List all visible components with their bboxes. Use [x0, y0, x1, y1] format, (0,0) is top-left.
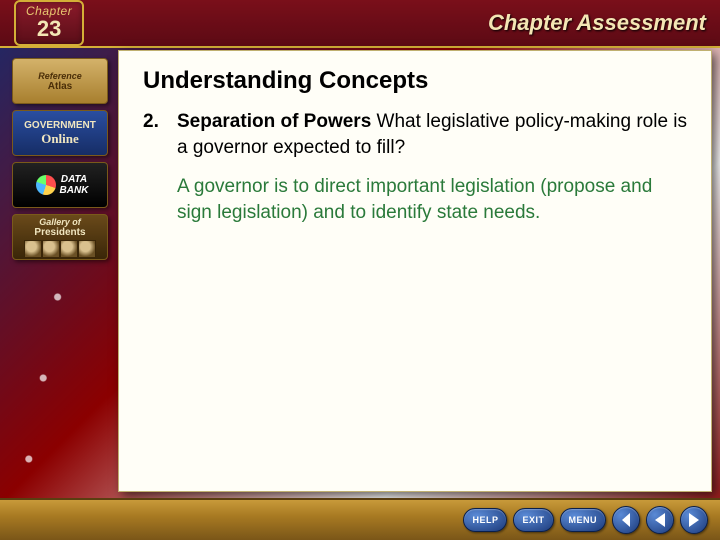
question-topic: Separation of Powers: [177, 111, 371, 132]
question-block: 2. Separation of Powers What legislative…: [143, 109, 687, 160]
bottom-nav-bar: HELP EXIT MENU: [0, 498, 720, 540]
sidebar-item-label: GOVERNMENT: [24, 120, 96, 131]
question-number: 2.: [143, 109, 165, 160]
left-arrow-icon: [655, 513, 665, 527]
banner-title: Chapter Assessment: [488, 10, 706, 36]
help-button[interactable]: HELP: [463, 508, 507, 532]
chapter-number: 23: [26, 18, 72, 40]
sidebar-item-label: Reference: [38, 71, 82, 81]
sidebar-item-label: Online: [41, 131, 79, 147]
chapter-badge: Chapter 23: [14, 0, 84, 46]
sidebar: Reference Atlas GOVERNMENT Online DATA B…: [12, 58, 108, 260]
sidebar-item-label: Atlas: [48, 81, 72, 92]
answer-text: A governor is to direct important legisl…: [177, 174, 687, 225]
question-text: Separation of Powers What legislative po…: [177, 109, 687, 160]
section-heading: Understanding Concepts: [143, 67, 687, 95]
menu-button[interactable]: MENU: [560, 508, 607, 532]
content-panel: Understanding Concepts 2. Separation of …: [118, 50, 712, 492]
president-faces-icon: [24, 240, 96, 258]
right-arrow-icon: [689, 513, 699, 527]
sidebar-item-data-bank[interactable]: DATA BANK: [12, 162, 108, 208]
pie-chart-icon: [36, 175, 56, 195]
next-button[interactable]: [680, 506, 708, 534]
exit-button[interactable]: EXIT: [513, 508, 553, 532]
sidebar-item-reference-atlas[interactable]: Reference Atlas: [12, 58, 108, 104]
prev-button[interactable]: [646, 506, 674, 534]
sidebar-item-gallery-presidents[interactable]: Gallery of Presidents: [12, 214, 108, 260]
sidebar-item-government-online[interactable]: GOVERNMENT Online: [12, 110, 108, 156]
back-arrow-icon: [622, 513, 630, 527]
sidebar-item-label: DATA BANK: [60, 174, 89, 196]
sidebar-item-label: Gallery of: [39, 217, 81, 227]
sidebar-item-label: Presidents: [34, 227, 85, 238]
top-banner: Chapter 23 Chapter Assessment: [0, 0, 720, 48]
back-button[interactable]: [612, 506, 640, 534]
